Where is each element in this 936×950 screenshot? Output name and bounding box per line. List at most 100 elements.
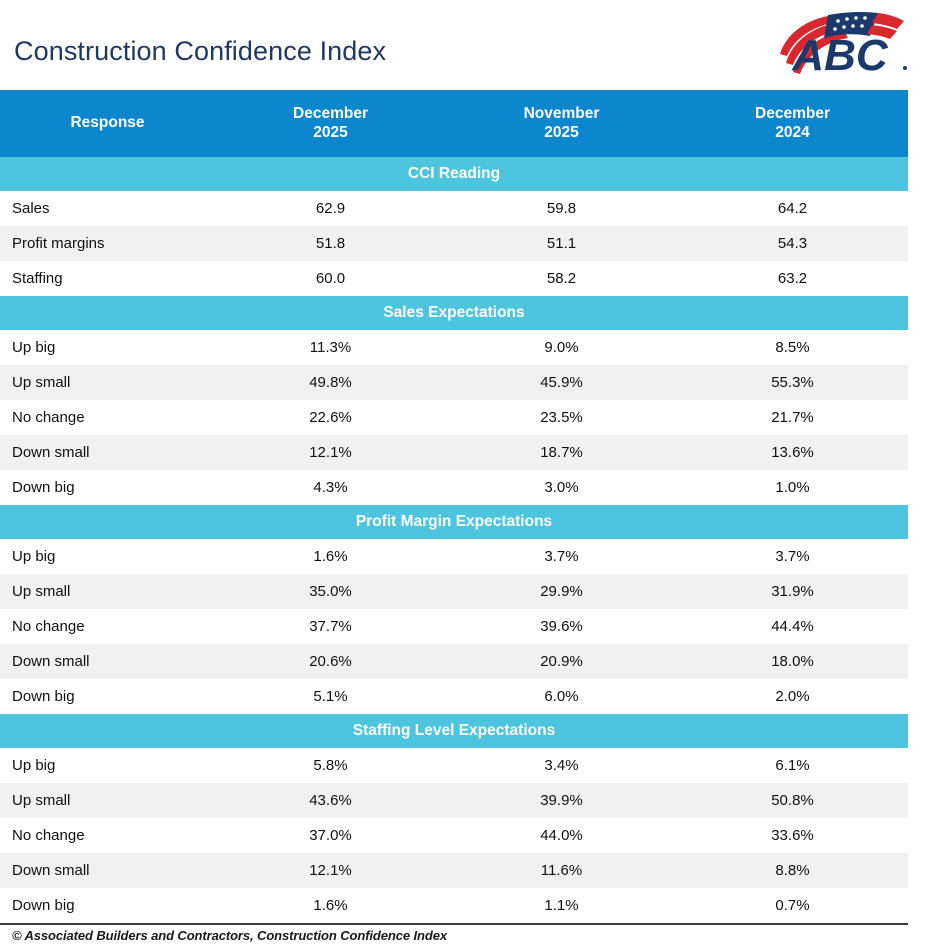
row-value: 33.6% (677, 818, 908, 853)
row-value: 6.1% (677, 748, 908, 783)
row-value: 62.9 (215, 191, 446, 226)
column-header-december-2024: December 2024 (677, 90, 908, 157)
row-value: 50.8% (677, 783, 908, 818)
row-value: 18.0% (677, 644, 908, 679)
table-row: Up big 5.8% 3.4% 6.1% (0, 748, 908, 783)
row-value: 3.7% (677, 539, 908, 574)
row-value: 23.5% (446, 400, 677, 435)
column-header-december-2025-line1: December (293, 104, 368, 122)
row-value: 11.6% (446, 853, 677, 888)
row-value: 12.1% (215, 853, 446, 888)
column-header-response-line1: Response (70, 114, 145, 132)
table-body: CCI Reading Sales 62.9 59.8 64.2 Profit margi… (0, 157, 908, 925)
row-label: Profit margins (0, 226, 215, 261)
table-row: Up small 43.6% 39.9% 50.8% (0, 783, 908, 818)
page-header: Construction Confidence Index (0, 0, 936, 90)
row-label: Down small (0, 435, 215, 470)
row-label: Up small (0, 574, 215, 609)
column-header-response: Response (0, 90, 215, 157)
row-value: 2.0% (677, 679, 908, 714)
row-value: 55.3% (677, 365, 908, 400)
row-value: 11.3% (215, 330, 446, 365)
row-value: 1.1% (446, 888, 677, 925)
row-value: 39.9% (446, 783, 677, 818)
row-value: 6.0% (446, 679, 677, 714)
row-label: Down big (0, 470, 215, 505)
row-value: 39.6% (446, 609, 677, 644)
row-value: 1.6% (215, 539, 446, 574)
section-header-row: Sales Expectations (0, 296, 908, 330)
table-row: Down small 12.1% 18.7% 13.6% (0, 435, 908, 470)
table-row: Up small 49.8% 45.9% 55.3% (0, 365, 908, 400)
row-value: 12.1% (215, 435, 446, 470)
row-value: 22.6% (215, 400, 446, 435)
row-value: 49.8% (215, 365, 446, 400)
row-value: 8.8% (677, 853, 908, 888)
table-head: Response December 2025 November 2025 Dec… (0, 90, 908, 157)
row-value: 31.9% (677, 574, 908, 609)
row-label: Down small (0, 644, 215, 679)
table-row: Profit margins 51.8 51.1 54.3 (0, 226, 908, 261)
table-row: No change 37.0% 44.0% 33.6% (0, 818, 908, 853)
row-value: 51.1 (446, 226, 677, 261)
row-value: 0.7% (677, 888, 908, 925)
row-value: 13.6% (677, 435, 908, 470)
section-header-row: CCI Reading (0, 157, 908, 191)
row-value: 4.3% (215, 470, 446, 505)
row-value: 21.7% (677, 400, 908, 435)
row-value: 44.0% (446, 818, 677, 853)
row-label: Down big (0, 888, 215, 925)
row-label: Down small (0, 853, 215, 888)
row-value: 58.2 (446, 261, 677, 296)
table-row: Down small 12.1% 11.6% 8.8% (0, 853, 908, 888)
row-value: 5.1% (215, 679, 446, 714)
section-header-row: Staffing Level Expectations (0, 714, 908, 748)
row-value: 37.0% (215, 818, 446, 853)
logo-flag-canton (824, 11, 878, 38)
row-label: Sales (0, 191, 215, 226)
row-value: 51.8 (215, 226, 446, 261)
column-header-december-2025: December 2025 (215, 90, 446, 157)
row-label: Up big (0, 330, 215, 365)
row-value: 1.0% (677, 470, 908, 505)
row-label: Down big (0, 679, 215, 714)
row-value: 54.3 (677, 226, 908, 261)
column-header-november-2025-line2: 2025 (544, 123, 579, 141)
row-value: 63.2 (677, 261, 908, 296)
section-header-label: Profit Margin Expectations (0, 505, 908, 539)
row-value: 5.8% (215, 748, 446, 783)
table-row: Up small 35.0% 29.9% 31.9% (0, 574, 908, 609)
column-header-december-2024-line2: 2024 (775, 123, 810, 141)
table-row: Up big 11.3% 9.0% 8.5% (0, 330, 908, 365)
row-value: 9.0% (446, 330, 677, 365)
table-row: No change 22.6% 23.5% 21.7% (0, 400, 908, 435)
row-value: 43.6% (215, 783, 446, 818)
row-label: Up big (0, 539, 215, 574)
row-label: Up big (0, 748, 215, 783)
table-row: No change 37.7% 39.6% 44.4% (0, 609, 908, 644)
copyright-note: © Associated Builders and Contractors, C… (12, 928, 447, 943)
section-header-label: Staffing Level Expectations (0, 714, 908, 748)
row-value: 44.4% (677, 609, 908, 644)
table-row: Down big 5.1% 6.0% 2.0% (0, 679, 908, 714)
table-row: Down big 4.3% 3.0% 1.0% (0, 470, 908, 505)
row-label: No change (0, 818, 215, 853)
row-value: 1.6% (215, 888, 446, 925)
table-row: Down small 20.6% 20.9% 18.0% (0, 644, 908, 679)
section-header-label: Sales Expectations (0, 296, 908, 330)
row-value: 60.0 (215, 261, 446, 296)
column-header-november-2025-line1: November (523, 104, 600, 122)
row-value: 3.0% (446, 470, 677, 505)
section-header-row: Profit Margin Expectations (0, 505, 908, 539)
table-row: Up big 1.6% 3.7% 3.7% (0, 539, 908, 574)
column-header-december-2025-line2: 2025 (313, 123, 348, 141)
table-row: Down big 1.6% 1.1% 0.7% (0, 888, 908, 925)
row-label: No change (0, 609, 215, 644)
row-value: 20.9% (446, 644, 677, 679)
page-title: Construction Confidence Index (14, 36, 387, 66)
row-label: No change (0, 400, 215, 435)
row-label: Staffing (0, 261, 215, 296)
row-value: 37.7% (215, 609, 446, 644)
row-value: 18.7% (446, 435, 677, 470)
logo-flag-red-bars (867, 13, 904, 39)
